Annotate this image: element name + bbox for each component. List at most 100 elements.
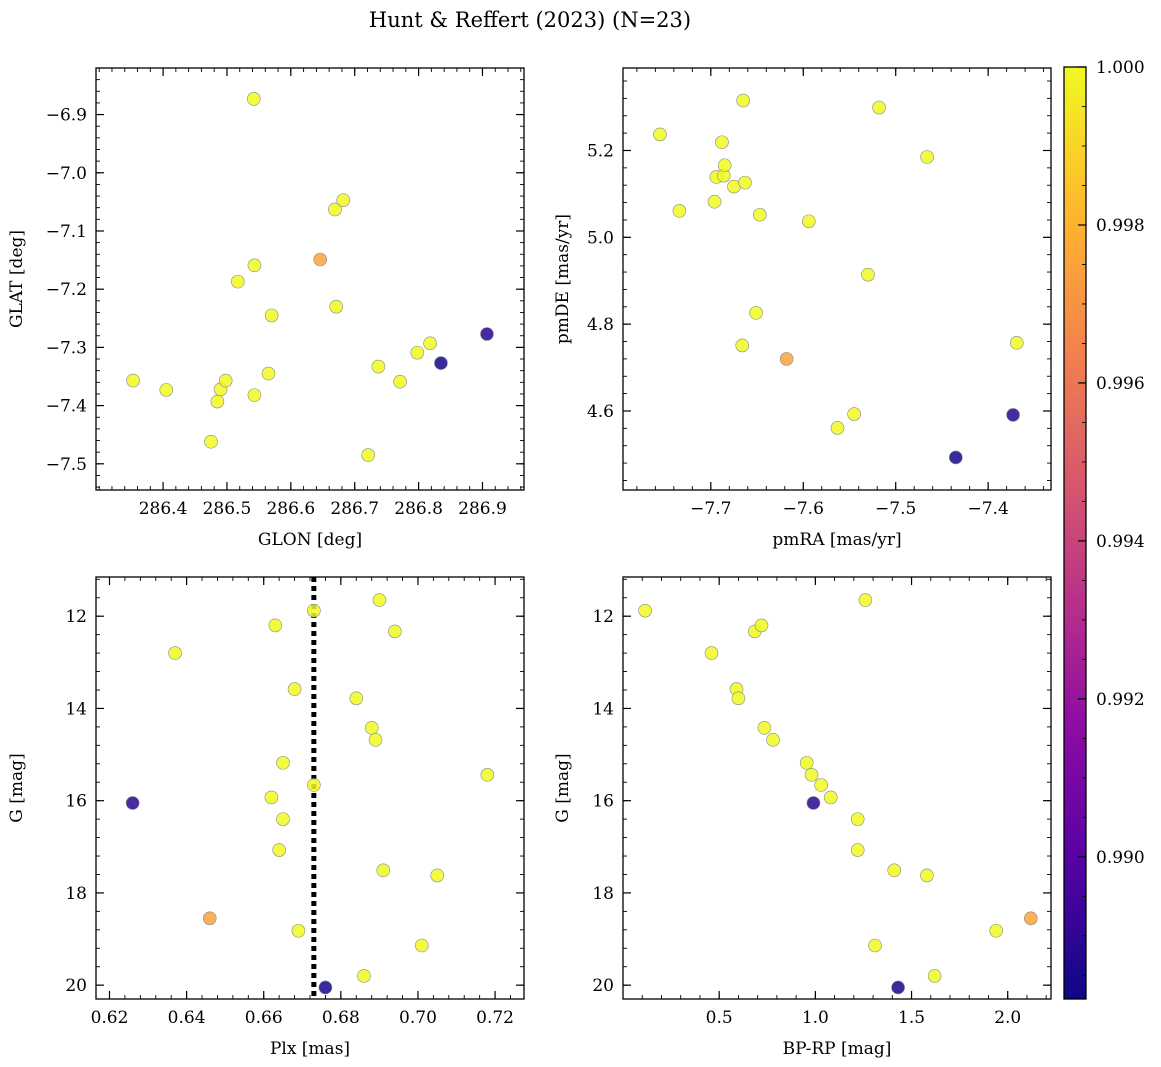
colorbar-tick-label: 0.998: [1096, 216, 1145, 236]
data-point: [415, 938, 429, 953]
x-axis-label: Plx [mas]: [270, 1039, 350, 1059]
data-point: [159, 383, 174, 397]
x-tick-label: 0.70: [399, 1008, 437, 1028]
x-tick-label: 0.68: [322, 1008, 360, 1028]
data-point: [329, 299, 343, 314]
x-tick-label: 0.64: [168, 1008, 206, 1028]
colorbar-tick-label: 0.994: [1096, 532, 1145, 552]
data-point: [204, 434, 218, 449]
data-point: [731, 691, 746, 706]
x-tick-label: −7.4: [967, 499, 1008, 519]
data-point: [357, 969, 371, 983]
y-tick-label: −7.2: [46, 280, 87, 300]
x-axis-label: BP-RP [mag]: [783, 1039, 892, 1059]
y-tick-label: 5.0: [587, 228, 614, 248]
data-point: [989, 923, 1003, 938]
data-point: [736, 93, 750, 108]
y-tick-label: 16: [65, 792, 87, 812]
x-tick-label: 2.0: [994, 1008, 1021, 1028]
panel-plx-g: 0.62 0.64 0.66 0.68 0.70 0.72 12 14 16 18 20 Plx [m…: [7, 576, 525, 1059]
colorbar-frame: [1063, 66, 1087, 1000]
panels: 286.4 286.5 286.6 286.7 286.8 286.9−7.5−7.4−7…: [7, 67, 1052, 1059]
data-point: [861, 267, 875, 282]
y-axis-label: G [mag]: [7, 753, 27, 822]
y-tick-label: 18: [65, 884, 87, 904]
data-point: [806, 796, 821, 810]
data-point: [202, 911, 217, 926]
x-tick-label: −7.7: [690, 499, 731, 519]
data-point: [268, 618, 283, 633]
data-point: [872, 100, 886, 115]
x-tick-label: 286.6: [266, 499, 315, 519]
data-point: [927, 969, 942, 983]
data-point: [372, 593, 387, 607]
colorbar-tick-label: 0.996: [1096, 374, 1145, 394]
colorbar-gradient: [1064, 67, 1086, 999]
y-tick-label: 5.2: [587, 141, 614, 161]
data-point: [920, 868, 934, 883]
data-point: [850, 812, 865, 826]
panel-pmra-pmde: −7.7 −7.6 −7.5 −7.4 4.6 4.8 5.0 5.2 pmRA [mas/yr…: [553, 67, 1052, 550]
axes-frame: [622, 67, 1052, 491]
data-point: [125, 796, 140, 810]
data-point: [804, 768, 819, 782]
data-point: [434, 356, 448, 370]
x-tick-label: 0.66: [245, 1008, 283, 1028]
data-point: [779, 352, 794, 366]
data-point: [376, 863, 391, 878]
data-point: [480, 768, 495, 782]
data-point: [231, 274, 245, 289]
data-point: [480, 327, 494, 341]
panel-glon-glat: 286.4 286.5 286.6 286.7 286.8 286.9 −7.5 −7.4 −7…: [7, 67, 525, 550]
data-point: [287, 682, 302, 696]
data-point: [336, 193, 351, 207]
panel-bprp-g: 0.5 1.0 1.5 2.0 12 14 16 18 20 BP-RP [mag] G [mag]: [553, 576, 1052, 1059]
data-point: [361, 448, 375, 462]
data-point: [247, 258, 262, 273]
data-point: [653, 127, 667, 142]
data-point: [371, 359, 386, 374]
data-point: [850, 843, 865, 857]
data-point: [814, 778, 828, 792]
data-point: [261, 366, 276, 381]
y-tick-label: −6.9: [46, 106, 87, 126]
y-axis-label: G [mag]: [553, 753, 573, 822]
data-point: [704, 646, 719, 660]
data-point: [246, 92, 261, 106]
figure-title: Hunt & Reffert (2023) (N=23): [369, 8, 691, 32]
data-point: [307, 778, 321, 792]
data-point: [757, 721, 772, 735]
colorbar-tick-label: 0.990: [1096, 848, 1145, 868]
data-point: [891, 980, 905, 995]
x-axis-label: GLON [deg]: [258, 530, 362, 550]
data-point: [754, 618, 769, 633]
y-tick-label: 14: [592, 699, 614, 719]
data-point: [715, 135, 729, 150]
x-tick-label: 0.5: [706, 1008, 733, 1028]
data-point: [766, 733, 780, 747]
y-tick-label: 12: [592, 607, 614, 627]
x-tick-label: 1.5: [898, 1008, 925, 1028]
x-tick-label: 286.7: [330, 499, 379, 519]
data-point: [830, 421, 845, 435]
x-tick-label: 0.62: [91, 1008, 129, 1028]
data-point: [368, 733, 383, 747]
data-point: [126, 373, 140, 388]
data-point: [749, 306, 763, 320]
y-tick-label: 20: [592, 976, 614, 996]
data-point: [948, 450, 963, 465]
data-point: [210, 394, 225, 409]
data-point: [707, 194, 722, 209]
x-tick-label: 286.5: [203, 499, 252, 519]
y-tick-label: 20: [65, 976, 87, 996]
data-point: [753, 207, 767, 222]
data-point: [868, 938, 882, 953]
data-point: [393, 374, 407, 389]
y-tick-label: 4.6: [587, 402, 614, 422]
data-point: [858, 593, 873, 607]
data-point: [887, 863, 902, 878]
data-point: [272, 843, 286, 857]
y-tick-label: −7.3: [46, 338, 87, 358]
colorbar-tick-label: 1.000: [1096, 58, 1145, 78]
